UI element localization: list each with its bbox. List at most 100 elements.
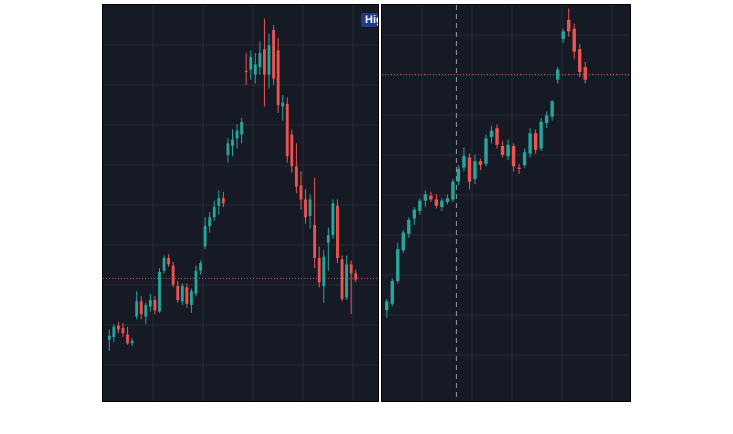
candle-body — [550, 101, 554, 117]
candle — [429, 191, 433, 202]
candle-body — [208, 217, 212, 227]
candle — [167, 254, 171, 267]
candle-body — [249, 56, 253, 70]
candle — [522, 148, 527, 168]
candle — [276, 37, 280, 113]
candle — [418, 198, 422, 215]
candle-body — [506, 144, 510, 157]
candle — [212, 200, 216, 222]
candle-body — [130, 340, 134, 344]
candle-body — [385, 301, 389, 311]
candle — [263, 18, 266, 107]
candle — [495, 124, 499, 149]
candle-body — [153, 300, 157, 311]
candle — [517, 163, 521, 174]
candle — [144, 302, 148, 325]
candle-body — [203, 226, 207, 247]
candle-body — [267, 45, 271, 75]
candle — [171, 261, 175, 288]
chart-background — [382, 5, 630, 401]
candle-body — [456, 168, 461, 182]
candle-body — [440, 200, 444, 208]
candle-body — [566, 19, 571, 32]
candle-body — [112, 326, 116, 337]
candle — [385, 298, 389, 318]
candle-body — [194, 270, 198, 294]
candle — [158, 268, 161, 313]
candle-body — [544, 115, 549, 124]
candle-body — [190, 291, 193, 306]
candle-body — [180, 286, 184, 302]
left-chart-pane[interactable]: Hig — [102, 4, 379, 402]
candle-body — [396, 249, 400, 281]
candle-body — [462, 156, 466, 168]
candle-body — [272, 30, 275, 79]
candle-body — [121, 328, 125, 334]
candle-body — [185, 287, 189, 304]
candle — [340, 255, 344, 302]
candle — [121, 322, 125, 337]
candle-body — [561, 31, 565, 40]
candle — [253, 53, 257, 84]
candle — [550, 100, 554, 121]
candle-body — [217, 198, 221, 206]
candle-body — [322, 256, 326, 287]
series-label-badge: Hig — [361, 13, 378, 27]
candle — [354, 269, 358, 283]
candle — [555, 67, 560, 84]
candle-body — [583, 67, 587, 80]
candle — [451, 179, 455, 202]
candle-body — [533, 133, 538, 150]
candle-body — [158, 272, 161, 312]
candle-body — [340, 259, 344, 299]
candle — [299, 171, 303, 210]
candle — [244, 53, 248, 85]
candle-body — [126, 334, 129, 344]
candle — [203, 217, 207, 250]
candle-body — [412, 209, 417, 219]
candle-body — [467, 157, 472, 182]
candle-body — [235, 130, 239, 139]
candle-body — [522, 152, 527, 166]
candle — [578, 44, 582, 78]
candle — [308, 194, 312, 229]
candle — [139, 296, 143, 320]
candle — [135, 291, 139, 320]
candle-body — [555, 69, 560, 80]
candle-body — [240, 121, 244, 135]
candle — [217, 190, 221, 215]
candle-body — [212, 207, 216, 218]
candle — [281, 95, 285, 121]
candle-body — [484, 138, 488, 164]
candle — [473, 154, 477, 185]
candle-body — [135, 301, 139, 317]
candle — [506, 139, 510, 160]
candle-body — [354, 273, 358, 280]
candle-body — [345, 264, 349, 298]
candle — [240, 117, 244, 144]
right-candlestick-chart[interactable] — [382, 5, 631, 402]
candle — [258, 41, 262, 75]
candle — [401, 230, 406, 253]
candle — [116, 321, 120, 334]
left-candlestick-chart[interactable] — [103, 5, 379, 402]
candle — [467, 153, 472, 190]
candle — [162, 255, 166, 274]
candle-body — [258, 53, 262, 68]
candle-body — [528, 133, 532, 154]
candle — [331, 199, 335, 239]
candle — [317, 246, 321, 288]
candle — [349, 260, 353, 315]
candle-body — [539, 121, 543, 149]
candle — [313, 177, 317, 269]
candle — [130, 338, 134, 346]
candle — [285, 97, 289, 163]
candle-body — [349, 264, 353, 274]
candle-body — [572, 28, 576, 52]
candle-body — [167, 258, 171, 265]
candle — [572, 23, 576, 60]
candle-body — [304, 199, 307, 218]
candle — [561, 28, 565, 43]
candle — [533, 129, 538, 154]
right-chart-pane[interactable] — [381, 4, 631, 402]
